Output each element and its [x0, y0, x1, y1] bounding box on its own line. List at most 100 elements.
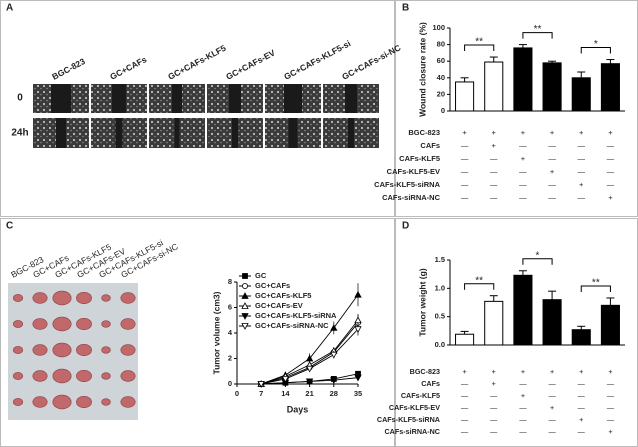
- condition-sign: +: [462, 128, 467, 137]
- x-tick-label: 14: [281, 389, 290, 398]
- condition-sign: +: [579, 180, 584, 189]
- condition-sign: —: [461, 193, 469, 202]
- y-tick-label: 100: [432, 23, 445, 32]
- bar: [455, 81, 475, 112]
- panel-label: C: [6, 221, 13, 232]
- tumor: [12, 294, 24, 302]
- tumor: [120, 292, 136, 304]
- marker: [354, 290, 362, 298]
- x-tick-label: 21: [305, 389, 313, 398]
- marker: [241, 302, 249, 309]
- condition-sign: —: [548, 154, 556, 163]
- condition-sign: —: [548, 379, 556, 388]
- tumor: [32, 318, 48, 330]
- condition-sign: +: [521, 154, 526, 163]
- condition-sign: —: [461, 427, 469, 436]
- y-axis-label: Tumor weight (g): [417, 268, 427, 336]
- x-tick-label: 0: [235, 389, 239, 398]
- y-tick-label: 80: [437, 40, 445, 49]
- tumor: [32, 292, 48, 304]
- y-tick-label: 0: [228, 379, 232, 388]
- condition-sign: +: [550, 167, 555, 176]
- tumor: [12, 398, 24, 406]
- bar: [484, 61, 504, 112]
- wound-gap: [345, 84, 357, 113]
- wound-gap: [288, 118, 298, 148]
- condition-sign: —: [578, 167, 586, 176]
- panel-label: B: [402, 3, 409, 14]
- condition-sign: —: [607, 391, 615, 400]
- condition-sign: —: [607, 167, 615, 176]
- significance-bracket: [580, 285, 611, 292]
- condition-label: CAFs-KLF5-EV: [389, 403, 440, 412]
- y-axis-label: Wound closure rate (%): [417, 22, 427, 117]
- condition-sign: —: [461, 379, 469, 388]
- y-tick-label: 1.0: [435, 283, 445, 292]
- marker: [354, 316, 362, 324]
- significance-label: *: [536, 250, 540, 261]
- condition-sign: —: [461, 403, 469, 412]
- condition-sign: +: [608, 367, 612, 376]
- legend-label: GC+CAFs-KLF5-siRNA: [255, 311, 337, 320]
- condition-sign: +: [550, 128, 555, 137]
- condition-sign: +: [521, 367, 525, 376]
- bar: [571, 77, 591, 112]
- tumor: [32, 396, 48, 408]
- condition-sign: —: [490, 167, 498, 176]
- y-tick-label: 20: [437, 89, 445, 98]
- condition-sign: —: [519, 141, 527, 150]
- condition-sign: —: [461, 391, 469, 400]
- condition-sign: +: [579, 367, 583, 376]
- condition-label: CAFs-KLF5-EV: [387, 167, 440, 176]
- condition-sign: —: [548, 180, 556, 189]
- panel-label: D: [402, 221, 409, 232]
- tumor: [76, 317, 92, 330]
- marker: [330, 324, 338, 331]
- tumor: [52, 394, 72, 410]
- condition-sign: —: [461, 180, 469, 189]
- condition-sign: —: [490, 403, 498, 412]
- wound-gap: [229, 84, 241, 113]
- condition-sign: —: [607, 180, 615, 189]
- tumor: [52, 290, 72, 306]
- bar: [600, 63, 620, 112]
- wound-gap: [232, 118, 238, 148]
- condition-label: CAFs: [420, 141, 440, 150]
- tumor: [101, 372, 111, 380]
- condition-sign: +: [550, 403, 554, 412]
- condition-sign: +: [521, 128, 526, 137]
- y-tick-label: 6: [228, 302, 232, 311]
- tumor: [12, 320, 24, 328]
- bar: [542, 62, 562, 112]
- row-label: 0: [17, 93, 23, 104]
- condition-sign: —: [461, 415, 469, 424]
- column-label: GC+CAFs: [108, 54, 148, 82]
- condition-sign: —: [490, 154, 498, 163]
- tumor: [101, 346, 111, 354]
- y-tick-label: 0: [441, 106, 445, 115]
- condition-sign: +: [492, 379, 496, 388]
- condition-sign: +: [492, 367, 496, 376]
- condition-sign: —: [519, 379, 527, 388]
- column-label: BGC-823: [50, 56, 87, 82]
- tumor: [120, 344, 136, 356]
- condition-label: CAFs-KLF5-siRNA: [374, 180, 440, 189]
- condition-sign: —: [519, 427, 527, 436]
- marker: [354, 326, 362, 334]
- condition-sign: —: [490, 391, 498, 400]
- condition-sign: —: [490, 427, 498, 436]
- wound-gap: [284, 84, 302, 113]
- condition-sign: —: [548, 427, 556, 436]
- condition-sign: —: [548, 391, 556, 400]
- significance-label: **: [475, 37, 483, 48]
- condition-label: CAFs-siRNA-NC: [382, 193, 441, 202]
- condition-label: CAFs-KLF5: [399, 154, 440, 163]
- marker: [305, 354, 314, 362]
- y-tick-label: 0.0: [435, 340, 445, 349]
- marker: [305, 365, 314, 373]
- tumor: [52, 342, 72, 358]
- tumor-photo-bg: [8, 283, 138, 420]
- y-tick-label: 2: [228, 353, 232, 362]
- legend-label: GC+CAFs-KLF5: [255, 291, 311, 300]
- y-tick-label: 8: [228, 277, 232, 286]
